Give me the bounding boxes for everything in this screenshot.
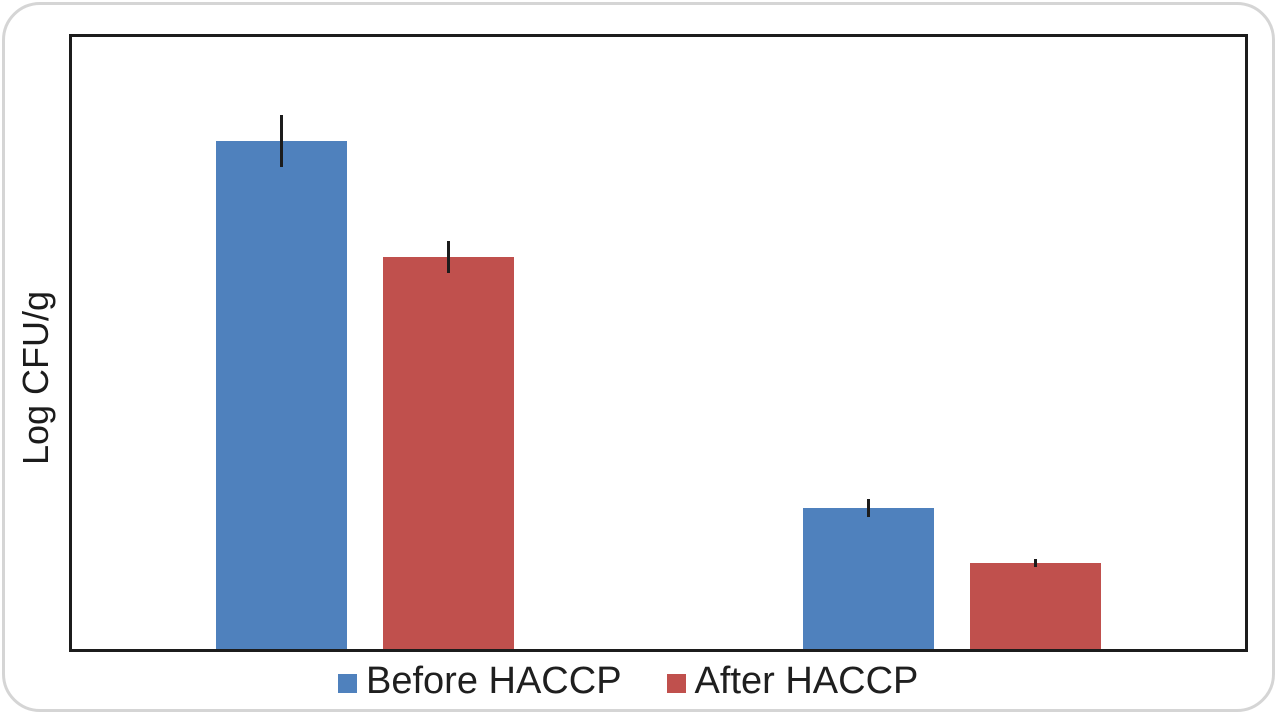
legend-label: Before HACCP — [366, 660, 622, 702]
error-bar-after-haccp-group1 — [447, 241, 450, 273]
bar-after-haccp-group1 — [383, 257, 514, 649]
bar-before-haccp-group1 — [216, 141, 347, 649]
legend-label: After HACCP — [694, 660, 919, 702]
legend-item-before-haccp: Before HACCP — [338, 662, 622, 700]
plot-area — [69, 34, 1248, 652]
bar-after-haccp-group2 — [970, 563, 1101, 649]
legend-swatch-icon — [338, 674, 357, 693]
legend: Before HACCP After HACCP — [338, 659, 918, 703]
y-axis-label: Log CFU/g — [15, 290, 56, 466]
error-bar-before-haccp-group1 — [280, 115, 283, 167]
error-bar-after-haccp-group2 — [1034, 559, 1037, 567]
legend-item-after-haccp: After HACCP — [666, 660, 919, 702]
bar-before-haccp-group2 — [803, 508, 934, 649]
legend-swatch-icon — [666, 674, 686, 693]
error-bar-before-haccp-group2 — [867, 499, 870, 517]
